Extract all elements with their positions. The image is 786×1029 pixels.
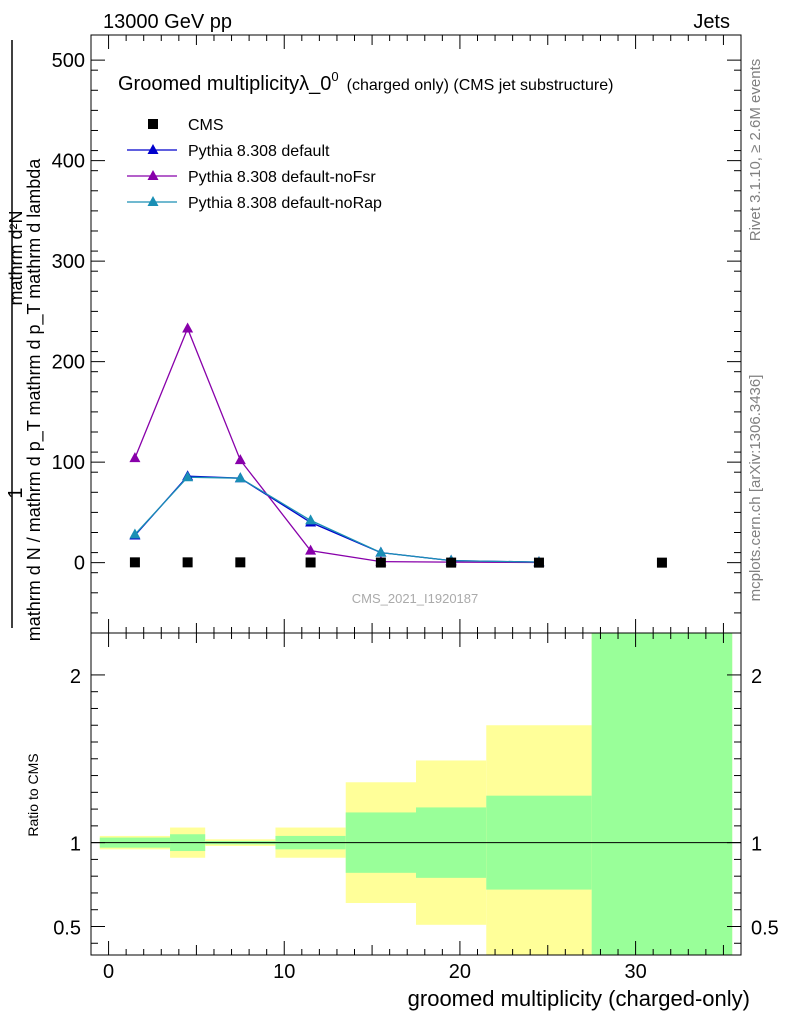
x-tick-label: 10 bbox=[273, 961, 295, 983]
cms-data-point bbox=[129, 557, 140, 568]
cms-data-point bbox=[446, 557, 457, 568]
series-point bbox=[129, 452, 141, 463]
y-axis-label-denominator: mathrm d N / mathrm d p_T mathrm d p_T m… bbox=[24, 158, 45, 641]
cms-data-point bbox=[533, 557, 544, 568]
x-tick-label: 0 bbox=[103, 961, 114, 983]
legend-entry: CMS bbox=[188, 117, 224, 134]
y-tick-label: 200 bbox=[52, 352, 85, 374]
series-line bbox=[134, 475, 540, 563]
plot-title: Groomed multiplicityλ_00(charged only) (… bbox=[118, 69, 613, 95]
analysis-watermark: CMS_2021_I1920187 bbox=[352, 591, 479, 606]
ratio-y-tick-label-right: 1 bbox=[751, 834, 762, 856]
y-tick-label: 100 bbox=[52, 452, 85, 474]
ratio-plot-frame bbox=[90, 632, 742, 956]
series-point bbox=[182, 322, 194, 333]
energy-label: 13000 GeV pp bbox=[103, 11, 232, 33]
ratio-y-tick-label-right: 2 bbox=[751, 666, 762, 688]
ratio-y-tick-label-right: 0.5 bbox=[751, 917, 779, 939]
series-point bbox=[305, 514, 317, 525]
legend-entry: Pythia 8.308 default-noRap bbox=[188, 195, 382, 212]
legend-entry: Pythia 8.308 default-noFsr bbox=[188, 169, 376, 186]
mcplots-label: mcplots.cern.ch [arXiv:1306.3436] bbox=[747, 375, 764, 602]
cms-data-point bbox=[656, 557, 667, 568]
legend-marker bbox=[147, 196, 159, 206]
y-tick-label: 0 bbox=[74, 553, 85, 575]
legend-marker bbox=[148, 119, 158, 129]
process-label: Jets bbox=[693, 11, 730, 33]
x-tick-label: 30 bbox=[624, 961, 646, 983]
series-point bbox=[234, 472, 246, 483]
ratio-y-tick-label: 2 bbox=[70, 666, 81, 688]
ratio-y-tick-label: 0.5 bbox=[53, 917, 81, 939]
ratio-green-band bbox=[591, 633, 733, 955]
y-axis-label-numerator: mathrm d²N bbox=[6, 210, 26, 305]
cms-data-point bbox=[182, 557, 193, 568]
rivet-version-label: Rivet 3.1.10, ≥ 2.6M events bbox=[747, 59, 764, 242]
series-line bbox=[134, 476, 540, 563]
ratio-y-tick-label: 1 bbox=[70, 834, 81, 856]
cms-data-point bbox=[235, 557, 246, 568]
legend-marker bbox=[147, 144, 159, 154]
y-tick-label: 500 bbox=[52, 50, 85, 72]
series-point bbox=[182, 471, 194, 482]
ratio-y-label: Ratio to CMS bbox=[25, 753, 41, 836]
x-axis-label: groomed multiplicity (charged-only) bbox=[408, 986, 750, 1011]
series-point bbox=[129, 528, 141, 539]
y-tick-label: 400 bbox=[52, 151, 85, 173]
legend-entry: Pythia 8.308 default bbox=[188, 143, 330, 160]
series-point bbox=[375, 546, 387, 557]
cms-data-point bbox=[375, 557, 386, 568]
series-line bbox=[134, 326, 540, 564]
legend-marker bbox=[147, 170, 159, 180]
legend: CMS Pythia 8.308 default Pythia 8.308 defa… bbox=[127, 117, 382, 212]
series-point bbox=[234, 454, 246, 465]
x-tick-label: 20 bbox=[449, 961, 471, 983]
cms-data-point bbox=[305, 557, 316, 568]
series-point bbox=[305, 544, 317, 555]
y-tick-label: 300 bbox=[52, 251, 85, 273]
y-axis-label-prefactor: 1 bbox=[5, 487, 27, 498]
